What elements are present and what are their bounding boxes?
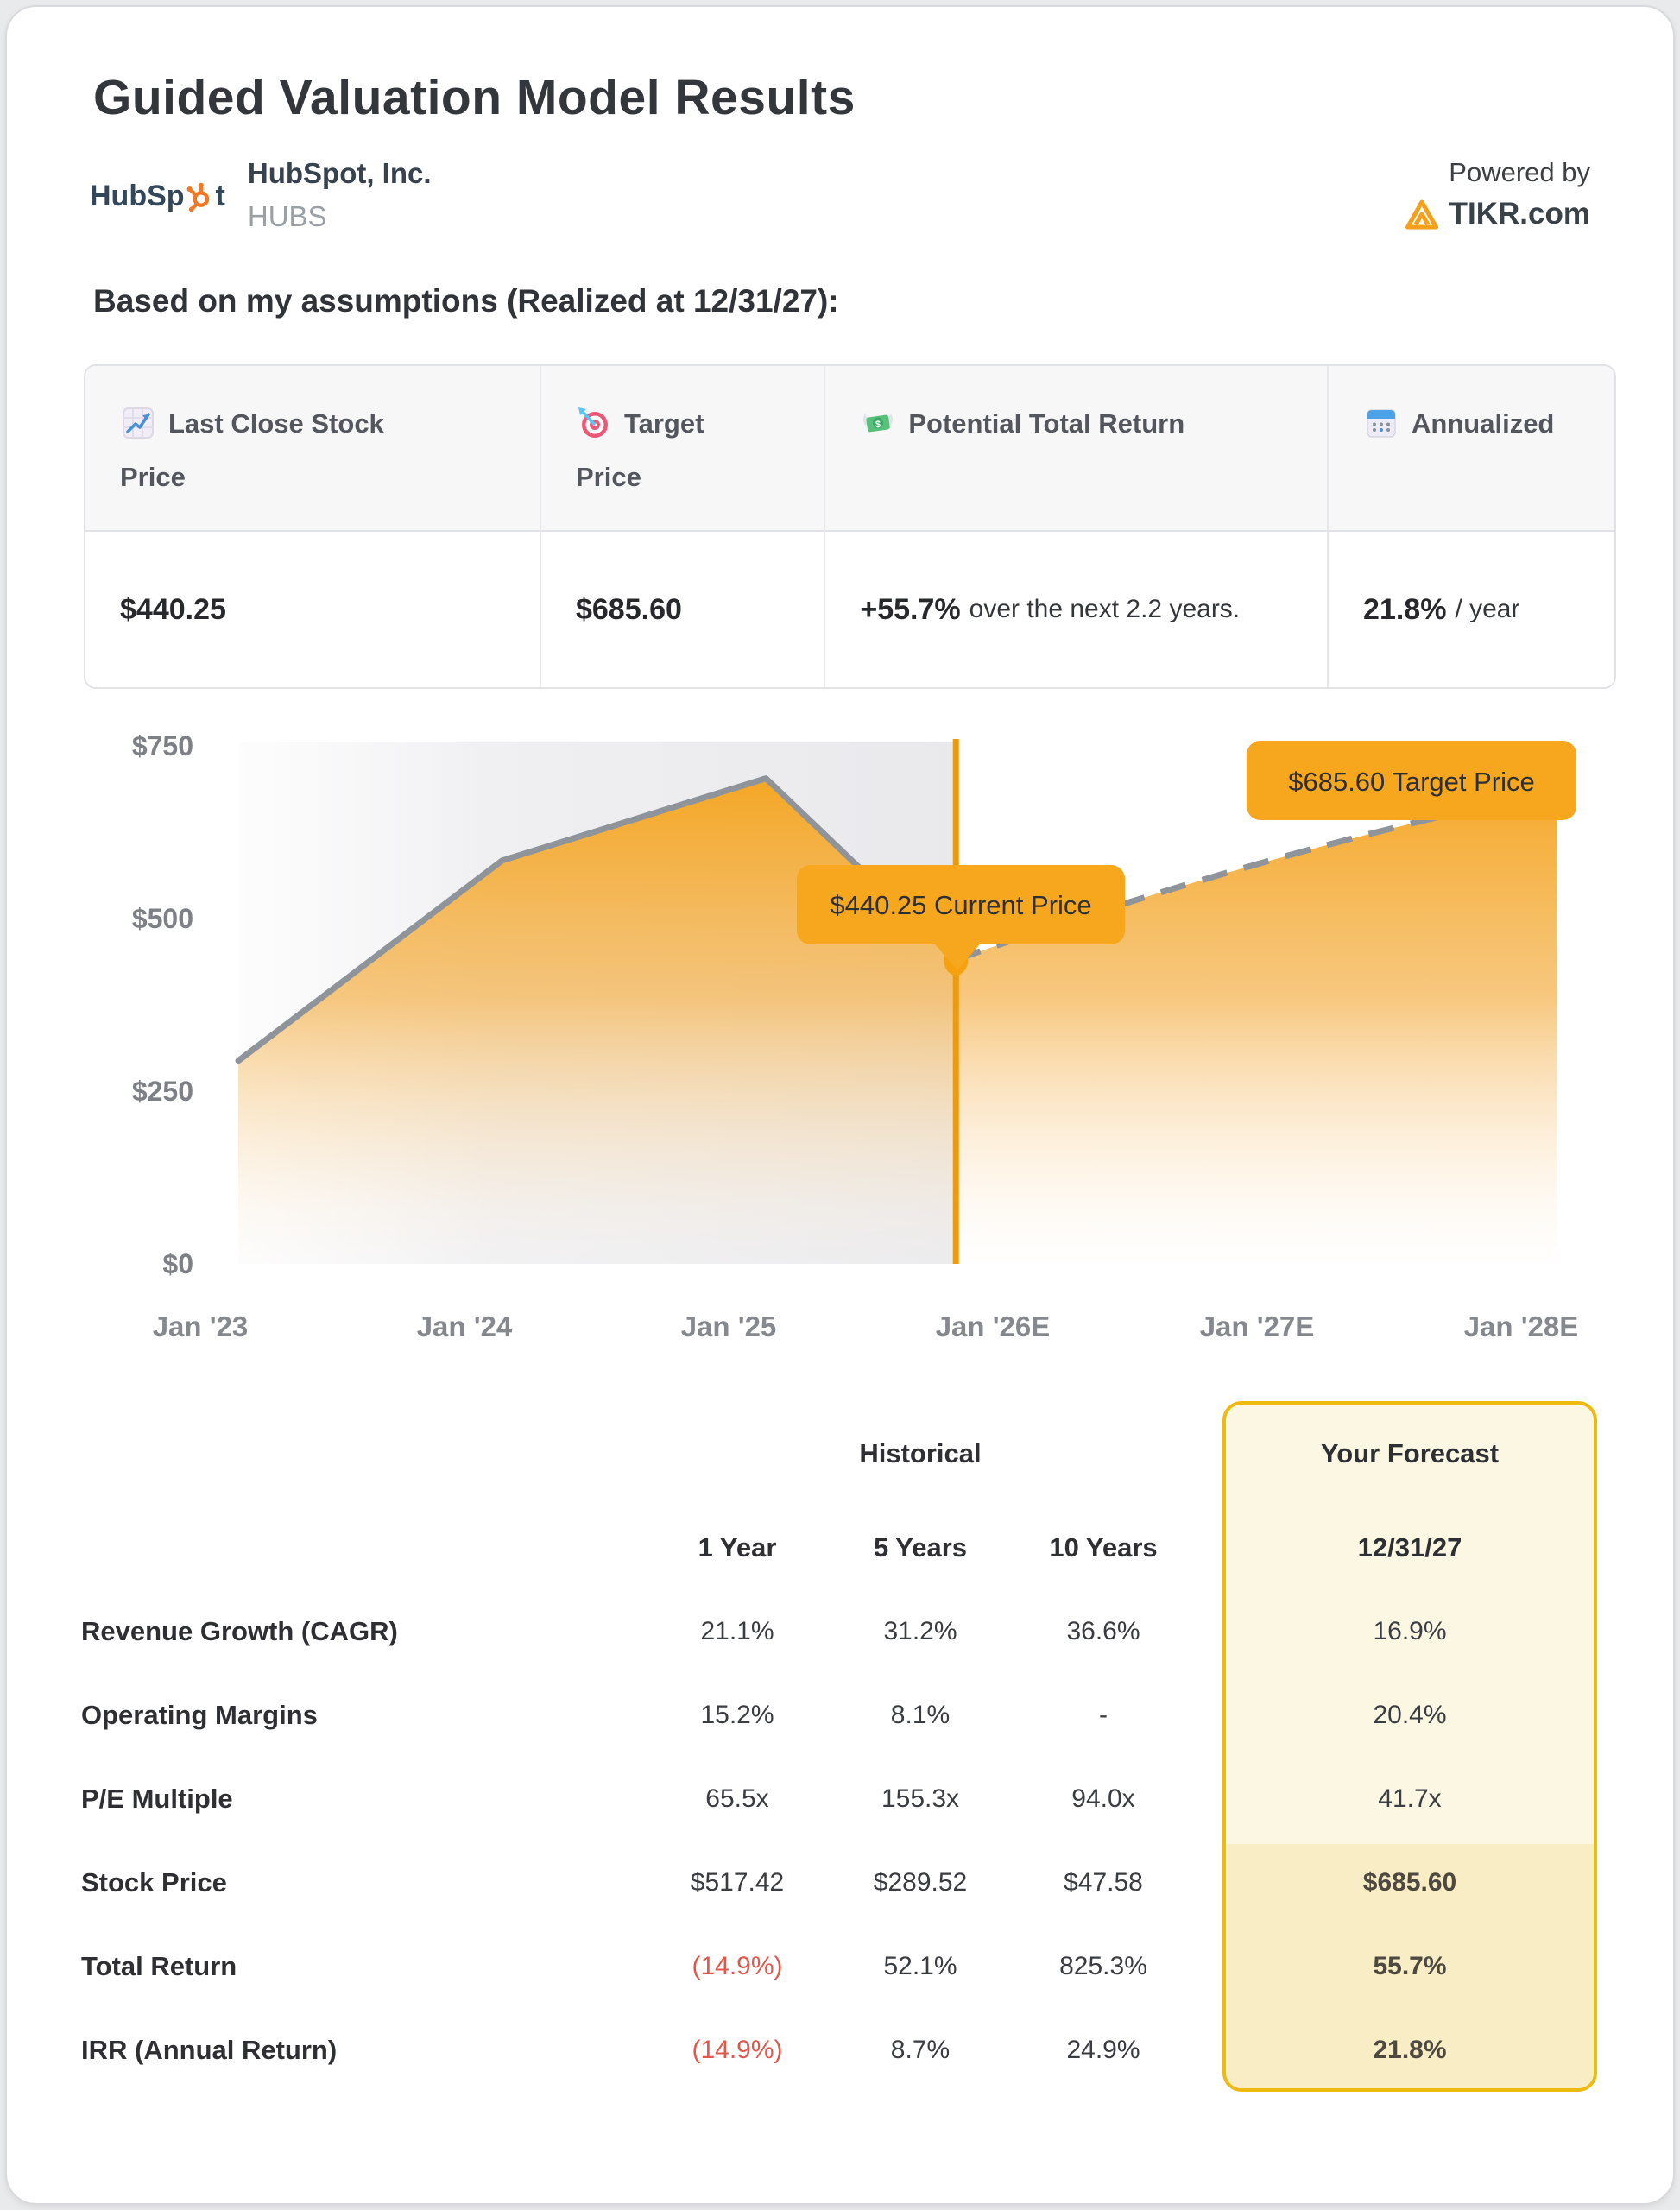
tikr-brand: TIKR.com	[1449, 197, 1590, 230]
chart-increasing-icon	[123, 407, 154, 439]
total-return-value: +55.7% over the next 2.2 years.	[824, 532, 1328, 687]
last-close-price-value: $440.25	[85, 532, 540, 687]
table-row-operating-margins: Operating Margins 15.2% 8.1% - 20.4%	[81, 1699, 1447, 1730]
summary-header-target-price: Target Price	[539, 366, 824, 532]
money-with-wings-icon: $	[863, 414, 894, 433]
hubspot-logo: HubSp t	[90, 180, 225, 213]
hubspot-wordmark-prefix: HubSp	[90, 180, 185, 212]
annualized-value: 21.8% / year	[1327, 532, 1614, 687]
hubspot-wordmark-suffix: t	[215, 180, 225, 212]
ytick-500: $500	[132, 903, 193, 934]
summary-header-total-return: $ Potential Total Return	[824, 366, 1328, 532]
xtick-jan26e: Jan '26E	[936, 1310, 1051, 1342]
summary-table: Last Close Stock Price Target Price $ Po…	[84, 364, 1616, 689]
col-header-5-years: 5 Years	[873, 1532, 968, 1563]
col-header-forecast-date: 12/31/27	[1357, 1532, 1462, 1563]
company-header: HubSp t HubSpot, Inc. HUBS Powered by	[90, 157, 1590, 233]
svg-text:$: $	[875, 420, 881, 430]
powered-by-block: Powered by TIKR.com	[1405, 157, 1590, 231]
xtick-jan23: Jan '23	[153, 1310, 249, 1342]
target-price-tooltip-text: $685.60 Target Price	[1288, 767, 1535, 797]
company-name: HubSpot, Inc.	[247, 157, 432, 189]
target-price-value: $685.60	[539, 532, 824, 687]
summary-header-annualized: Annualized	[1327, 366, 1614, 532]
target-price-tooltip: $685.60 Target Price	[1247, 741, 1576, 820]
comparison-table: Historical Your Forecast 1 Year 5 Years …	[7, 1401, 1673, 2161]
xtick-jan24: Jan '24	[417, 1310, 513, 1342]
page-title: Guided Valuation Model Results	[93, 70, 856, 125]
your-forecast-header: Your Forecast	[1320, 1438, 1500, 1468]
forecast-price-area	[956, 790, 1557, 1264]
ytick-750: $750	[132, 730, 193, 761]
xtick-jan28e: Jan '28E	[1464, 1310, 1579, 1342]
current-price-tooltip-text: $440.25 Current Price	[830, 890, 1091, 920]
col-header-1-year: 1 Year	[698, 1532, 777, 1563]
col-header-10-years: 10 Years	[1049, 1532, 1158, 1563]
xtick-jan25: Jan '25	[681, 1310, 777, 1342]
company-ticker: HUBS	[247, 200, 327, 232]
table-row-irr: IRR (Annual Return) (14.9%) 8.7% 24.9% 2…	[81, 2034, 1447, 2065]
summary-header-last-close: Last Close Stock Price	[85, 366, 540, 532]
target-icon	[578, 407, 608, 438]
historical-group-header: Historical	[859, 1438, 982, 1468]
company-block: HubSpot, Inc. HUBS	[248, 157, 432, 233]
your-forecast-highlight-box	[1222, 1401, 1597, 2092]
calendar-icon	[1367, 409, 1396, 438]
table-row-pe-multiple: P/E Multiple 65.5x 155.3x 94.0x 41.7x	[81, 1783, 1442, 1814]
current-price-tooltip: $440.25 Current Price	[797, 865, 1125, 970]
ytick-250: $250	[132, 1076, 193, 1107]
table-row-revenue-growth: Revenue Growth (CAGR) 21.1% 31.2% 36.6% …	[81, 1615, 1447, 1646]
assumptions-heading: Based on my assumptions (Realized at 12/…	[93, 283, 839, 319]
powered-by-label: Powered by	[1449, 157, 1590, 187]
valuation-report-card: Guided Valuation Model Results HubSp t H…	[5, 5, 1675, 2205]
price-chart: $750 $500 $250 $0 Jan '23 Jan '24 Jan '2…	[7, 722, 1673, 1391]
xtick-jan27e: Jan '27E	[1200, 1310, 1315, 1342]
table-row-total-return: Total Return (14.9%) 52.1% 825.3% 55.7%	[81, 1950, 1447, 1981]
tikr-triangle-icon	[1405, 199, 1438, 229]
hubspot-sprocket-icon	[186, 182, 209, 212]
ytick-0: $0	[162, 1248, 193, 1279]
table-row-stock-price: Stock Price $517.42 $289.52 $47.58 $685.…	[81, 1866, 1457, 1897]
historical-price-area	[238, 778, 957, 1264]
